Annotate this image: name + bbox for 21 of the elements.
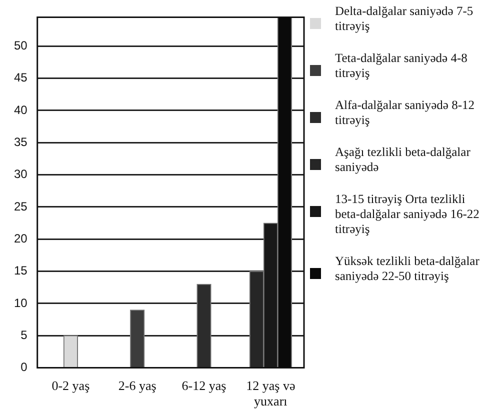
y-tick-label: 40: [14, 102, 28, 117]
legend-label: Delta-dalğalar saniyədə 7-5 titrəyiş: [335, 4, 474, 34]
y-tick-label: 5: [20, 328, 28, 342]
x-tick-label: 0-2 yaş: [52, 378, 90, 394]
legend-label: Alfa-dalğalar saniyədə 8-12 titrəyiş: [335, 98, 476, 128]
legend-label: Teta-dalğalar saniyədə 4-8 titrəyiş: [335, 51, 468, 81]
y-tick-label: 20: [14, 231, 28, 246]
x-tick-label: 6-12 yaş: [182, 378, 226, 394]
y-tick-label: 50: [14, 38, 28, 52]
legend-label: Aşağı tezlikli beta-dalğalar saniyədə: [335, 145, 472, 175]
x-tick-label: 12 yaş və yuxarı: [246, 378, 296, 409]
y-tick-label: 45: [14, 70, 28, 85]
y-tick-label: 35: [14, 134, 28, 149]
y-tick-label: 10: [14, 296, 28, 310]
y-tick-label: 0: [20, 360, 28, 374]
x-tick-label: 2-6 yaş: [118, 378, 156, 394]
y-tick-label: 15: [14, 264, 28, 278]
y-tick-label: 25: [14, 199, 28, 214]
legend-label: 13-15 titrəyiş Orta tezlikli beta-dalğalar saniyədə 16-22 titrəyiş: [335, 192, 480, 237]
y-tick-label: 30: [14, 167, 28, 182]
legend-label: Yüksək tezlikli beta-dalğalar saniyədə 22-50 titrəyiş: [335, 254, 480, 284]
